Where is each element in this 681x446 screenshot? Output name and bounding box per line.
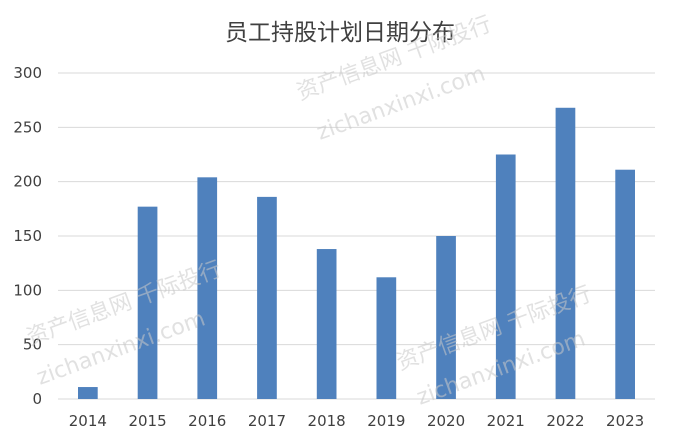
x-tick-label: 2016 [188, 412, 226, 430]
y-tick-label: 250 [13, 118, 42, 136]
y-tick-label: 0 [32, 390, 42, 408]
bar-2021 [495, 154, 516, 399]
y-axis-ticks: 0 50 100 150 200 250 300 [13, 64, 42, 408]
bar-2018 [316, 249, 337, 399]
y-tick-label: 50 [23, 336, 42, 354]
y-tick-label: 150 [13, 227, 42, 245]
x-axis-ticks: 2014 2015 2016 2017 2018 2019 2020 2021 2022 2023 [69, 412, 644, 430]
bar-2017 [257, 196, 277, 399]
y-tick-label: 100 [13, 281, 42, 299]
bar-2015 [137, 206, 158, 399]
x-tick-label: 2017 [248, 412, 286, 430]
bar-2019 [376, 277, 397, 399]
y-tick-label: 200 [13, 173, 42, 191]
x-tick-label: 2014 [69, 412, 107, 430]
x-tick-label: 2022 [546, 412, 584, 430]
bar-2023 [615, 169, 636, 399]
x-tick-label: 2020 [427, 412, 465, 430]
gridlines [58, 72, 655, 400]
y-tick-label: 300 [13, 64, 42, 82]
x-tick-label: 2023 [606, 412, 644, 430]
x-tick-label: 2015 [128, 412, 166, 430]
bars [77, 107, 636, 400]
chart-title: 员工持股计划日期分布 [225, 20, 455, 46]
x-tick-label: 2021 [487, 412, 525, 430]
bar-2022 [555, 107, 576, 400]
bar-2014 [77, 387, 98, 399]
x-tick-label: 2018 [308, 412, 346, 430]
bar-2016 [197, 177, 218, 399]
x-tick-label: 2019 [367, 412, 405, 430]
bar-2020 [436, 236, 456, 399]
